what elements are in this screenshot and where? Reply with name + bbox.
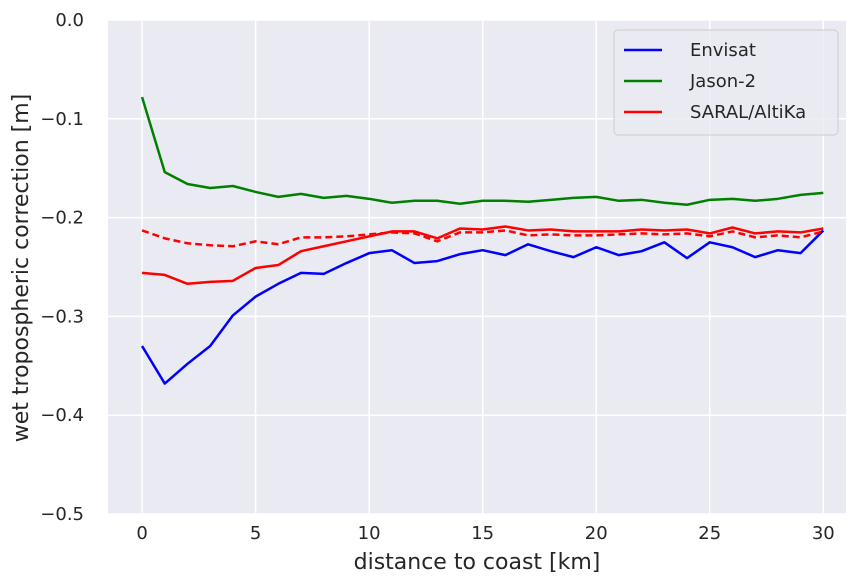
legend-label-jason-2: Jason-2 — [689, 71, 756, 92]
x-tick-label: 15 — [471, 523, 494, 544]
series-layer — [140, 96, 825, 385]
x-tick-label: 10 — [358, 523, 381, 544]
y-tick-label: 0.0 — [55, 10, 84, 31]
y-tick-label: −0.1 — [40, 109, 84, 130]
y-tick-label: −0.5 — [40, 504, 84, 525]
y-tick-label: −0.4 — [40, 405, 84, 426]
series-line-jason-2 — [140, 96, 824, 207]
series-line-envisat — [140, 229, 825, 385]
series-line-dashed-3 — [141, 229, 824, 248]
y-axis-label: wet tropospheric correction [m] — [9, 94, 34, 443]
x-tick-label: 20 — [585, 523, 608, 544]
y-tick-label: −0.3 — [40, 306, 84, 327]
y-tick-label: −0.2 — [40, 208, 84, 229]
legend-box — [613, 29, 839, 136]
legend-label-saral-altika: SARAL/AltiKa — [690, 102, 806, 123]
x-axis-label: distance to coast [km] — [354, 550, 601, 575]
x-tick-label: 25 — [698, 523, 721, 544]
legend: Envisat Jason-2 SARAL/AltiKa — [613, 29, 839, 136]
series-line-saral-altika — [141, 225, 824, 286]
legend-label-envisat: Envisat — [690, 40, 756, 61]
ticks: 0 5 10 15 20 25 30 −0.5 −0.4 −0.3 −0.2 −0.1 0.0 — [40, 10, 834, 544]
x-tick-label: 5 — [250, 523, 261, 544]
x-tick-label: 30 — [812, 523, 835, 544]
x-tick-label: 0 — [136, 523, 147, 544]
